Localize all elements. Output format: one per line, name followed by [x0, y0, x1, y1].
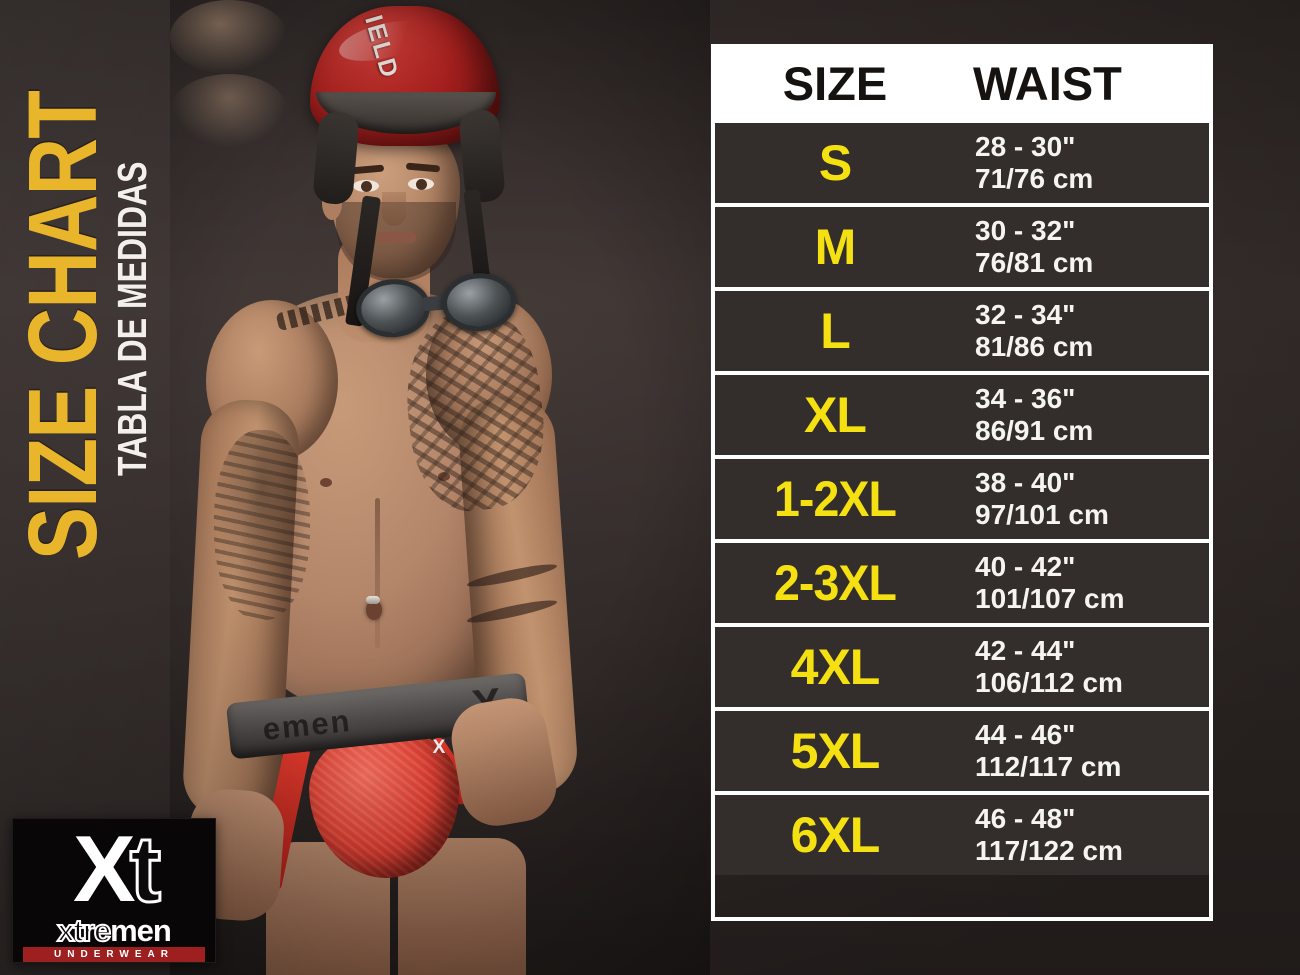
size-table: SIZE WAIST S 28 - 30" 71/76 cm M 30 - 32" 76/…	[711, 44, 1213, 921]
table-body: S 28 - 30" 71/76 cm M 30 - 32" 76/81 cm L 32 - …	[715, 119, 1209, 875]
waist-centimeters: 81/86 cm	[975, 331, 1094, 362]
cell-size: 4XL	[790, 639, 881, 695]
model-abdomen-line	[375, 498, 380, 648]
cell-waist: 46 - 48" 117/122 cm	[955, 803, 1209, 868]
waist-inches: 34 - 36"	[975, 382, 1076, 414]
waist-centimeters: 106/112 cm	[975, 667, 1123, 698]
page-subtitle: TABLA DE MEDIDAS	[109, 161, 155, 476]
jockstrap-logo-tag: X	[432, 737, 446, 758]
waist-inches: 46 - 48"	[975, 802, 1076, 834]
cell-size: XL	[804, 387, 867, 443]
waist-centimeters: 97/101 cm	[975, 499, 1109, 530]
model-photo: IELD X emen X	[170, 0, 710, 975]
waist-inches: 28 - 30"	[975, 130, 1076, 162]
logo-letter-t: t	[128, 816, 162, 921]
goggle-lens-left	[354, 276, 433, 340]
cell-waist: 40 - 42" 101/107 cm	[955, 551, 1209, 616]
table-row: 1-2XL 38 - 40" 97/101 cm	[715, 455, 1209, 539]
waist-inches: 30 - 32"	[975, 214, 1076, 246]
table-row: M 30 - 32" 76/81 cm	[715, 203, 1209, 287]
cell-size: 1-2XL	[773, 471, 897, 527]
model-detail-1	[320, 478, 332, 487]
table-header-row: SIZE WAIST	[715, 48, 1209, 119]
column-header-waist: WAIST	[973, 57, 1122, 110]
helmet-ear-pad-right	[458, 108, 506, 204]
logo-word-solid: men	[110, 913, 172, 948]
cell-size: S	[818, 135, 852, 191]
cell-waist: 30 - 32" 76/81 cm	[955, 215, 1209, 280]
logo-letter-x: X	[72, 816, 136, 921]
logo-tagline: UNDERWEAR	[23, 947, 205, 962]
model-chest-left	[170, 0, 288, 74]
cell-waist: 32 - 34" 81/86 cm	[955, 299, 1209, 364]
title-block: SIZE CHART TABLA DE MEDIDAS	[0, 0, 175, 620]
waist-centimeters: 117/122 cm	[975, 835, 1123, 866]
waist-centimeters: 71/76 cm	[975, 163, 1094, 194]
waist-inches: 38 - 40"	[975, 466, 1076, 498]
page-title: SIZE CHART	[8, 90, 117, 560]
column-header-size: SIZE	[782, 57, 888, 110]
model-chest-right	[170, 74, 288, 148]
waist-inches: 42 - 44"	[975, 634, 1076, 666]
table-row: 4XL 42 - 44" 106/112 cm	[715, 623, 1209, 707]
cell-waist: 42 - 44" 106/112 cm	[955, 635, 1209, 700]
goggle-lens-right	[440, 270, 518, 334]
waist-centimeters: 112/117 cm	[975, 751, 1122, 782]
logo-word-outline: xtre	[56, 913, 112, 948]
navel-piercing	[366, 596, 380, 604]
table-row: L 32 - 34" 81/86 cm	[715, 287, 1209, 371]
table-row: 5XL 44 - 46" 112/117 cm	[715, 707, 1209, 791]
cell-waist: 38 - 40" 97/101 cm	[955, 467, 1209, 532]
waist-centimeters: 86/91 cm	[975, 415, 1094, 446]
waist-centimeters: 101/107 cm	[975, 583, 1125, 614]
model-detail-2	[438, 472, 450, 481]
cell-size: M	[814, 219, 857, 275]
cell-size: 2-3XL	[773, 555, 897, 611]
waist-inches: 32 - 34"	[975, 298, 1076, 330]
cell-size: L	[820, 303, 851, 359]
model-nose	[382, 192, 406, 226]
cell-waist: 44 - 46" 112/117 cm	[955, 719, 1209, 784]
table-row: 6XL 46 - 48" 117/122 cm	[715, 791, 1209, 875]
vintage-goggles	[354, 264, 526, 344]
waist-inches: 44 - 46"	[975, 718, 1076, 750]
table-row: S 28 - 30" 71/76 cm	[715, 119, 1209, 203]
waist-inches: 40 - 42"	[975, 550, 1076, 582]
cell-size: 6XL	[790, 807, 881, 863]
helmet-ear-pad-left	[312, 110, 360, 206]
model-navel	[366, 600, 382, 620]
logo-monogram: Xt	[13, 820, 215, 917]
logo-wordmark: xtremen	[21, 913, 207, 948]
cell-size: 5XL	[790, 723, 881, 779]
tattoo-arm-wolf	[214, 430, 310, 620]
brand-logo: Xt xtremen UNDERWEAR	[12, 818, 216, 963]
waist-centimeters: 76/81 cm	[975, 247, 1094, 278]
waistband-brand-text: emen	[260, 702, 354, 748]
model-mouth	[376, 232, 416, 243]
table-row: XL 34 - 36" 86/91 cm	[715, 371, 1209, 455]
model-eye-right	[408, 178, 434, 190]
cell-waist: 34 - 36" 86/91 cm	[955, 383, 1209, 448]
table-row: 2-3XL 40 - 42" 101/107 cm	[715, 539, 1209, 623]
model-eye-left	[353, 180, 379, 192]
cell-waist: 28 - 30" 71/76 cm	[955, 131, 1209, 196]
